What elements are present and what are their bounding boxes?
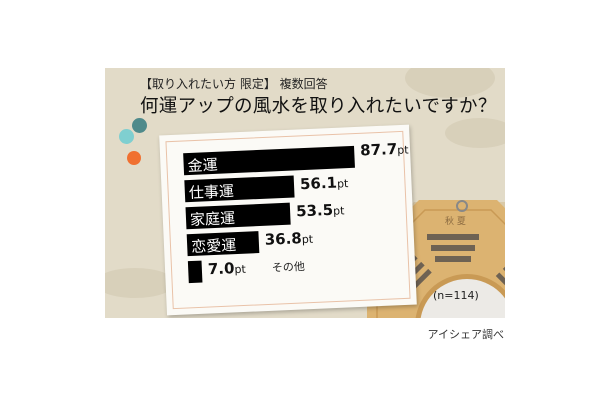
teal-dot xyxy=(132,118,147,133)
orange-dot xyxy=(127,151,141,165)
chart-title: 何運アップの風水を取り入れたいですか？ xyxy=(140,96,497,117)
bar-chart: 87.7pt 金運 56.1pt 仕事運 53.5pt 家庭運 36.8pt 恋愛運 7.0pt… xyxy=(183,139,410,284)
bar-3 xyxy=(186,231,260,257)
value-label: 7.0pt xyxy=(207,259,246,279)
bar-2 xyxy=(185,202,291,230)
cloud-decoration xyxy=(105,268,175,298)
bar-0 xyxy=(183,145,355,176)
value-label: 36.8pt xyxy=(264,229,314,249)
category-label: 家庭運 xyxy=(190,209,236,229)
category-label: 仕事運 xyxy=(188,182,234,202)
category-label: その他 xyxy=(272,260,306,274)
infographic-panel: 【取り入れたい方 限定】 複数回答 何運アップの風水を取り入れたいですか？ 秋 … xyxy=(105,68,505,318)
source-credit: アイシェア調べ xyxy=(427,328,504,341)
cyan-dot xyxy=(119,129,134,144)
value-label: 87.7pt xyxy=(360,139,410,159)
cloud-decoration xyxy=(445,118,505,148)
sample-size: (n=114) xyxy=(433,289,479,302)
category-label: 恋愛運 xyxy=(191,236,237,256)
category-label: 金運 xyxy=(187,156,218,175)
bar-1 xyxy=(184,175,295,203)
chart-subtitle: 【取り入れたい方 限定】 複数回答 xyxy=(140,77,328,91)
bar-4 xyxy=(187,260,203,284)
value-label: 53.5pt xyxy=(296,200,346,220)
svg-text:秋 夏: 秋 夏 xyxy=(445,215,466,227)
value-label: 56.1pt xyxy=(300,173,350,193)
